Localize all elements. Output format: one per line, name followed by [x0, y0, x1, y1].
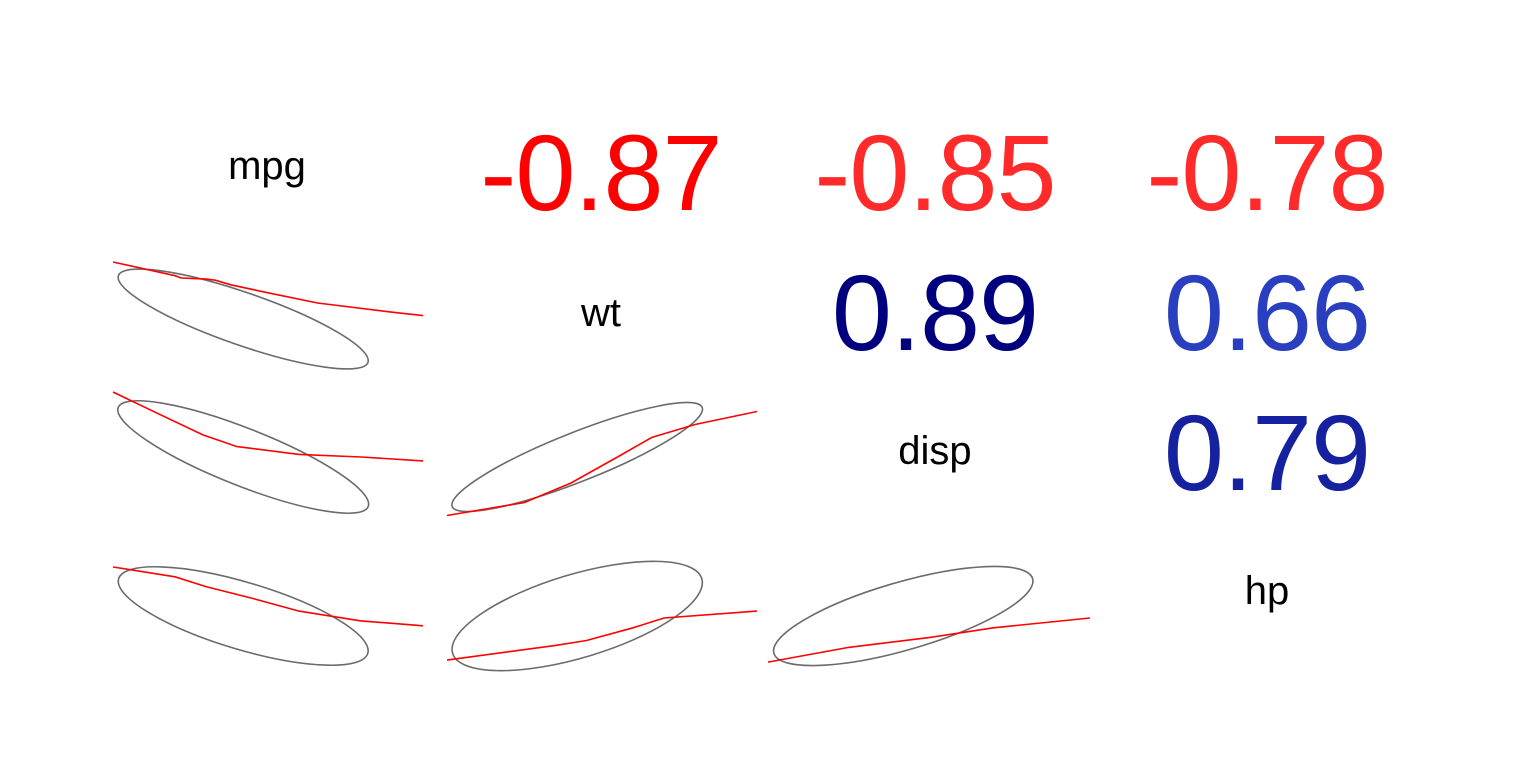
panel-mpg-disp	[112, 391, 424, 515]
corr-disp-hp: 0.79	[1163, 392, 1371, 513]
correlation-ellipse	[451, 401, 704, 513]
corr-mpg-wt: -0.87	[480, 112, 722, 233]
correlation-ellipse	[117, 565, 369, 667]
diag-label-mpg: mpg	[228, 143, 306, 188]
smooth-line	[112, 566, 424, 627]
corr-wt-hp: 0.66	[1163, 252, 1371, 373]
smooth-line	[767, 617, 1091, 663]
correlation-ellipse	[772, 565, 1034, 667]
corr-mpg-hp: -0.78	[1146, 112, 1388, 233]
panel-mpg-hp	[112, 565, 424, 667]
smooth-line	[446, 410, 758, 517]
smooth-line	[112, 391, 424, 462]
corr-wt-disp: 0.89	[831, 252, 1039, 373]
correlation-ellipse	[116, 399, 370, 515]
smooth-line	[112, 261, 424, 317]
panel-disp-hp	[767, 565, 1091, 667]
diag-label-hp: hp	[1244, 568, 1290, 613]
smooth-line	[446, 610, 758, 661]
correlation-ellipse	[451, 560, 704, 672]
panel-wt-hp	[446, 560, 758, 672]
diag-label-disp: disp	[898, 428, 972, 473]
diag-label-wt: wt	[581, 290, 621, 335]
corr-mpg-disp: -0.85	[814, 112, 1056, 233]
correlation-ellipse	[117, 268, 370, 370]
panel-wt-disp	[446, 401, 758, 517]
panel-mpg-wt	[112, 261, 424, 370]
